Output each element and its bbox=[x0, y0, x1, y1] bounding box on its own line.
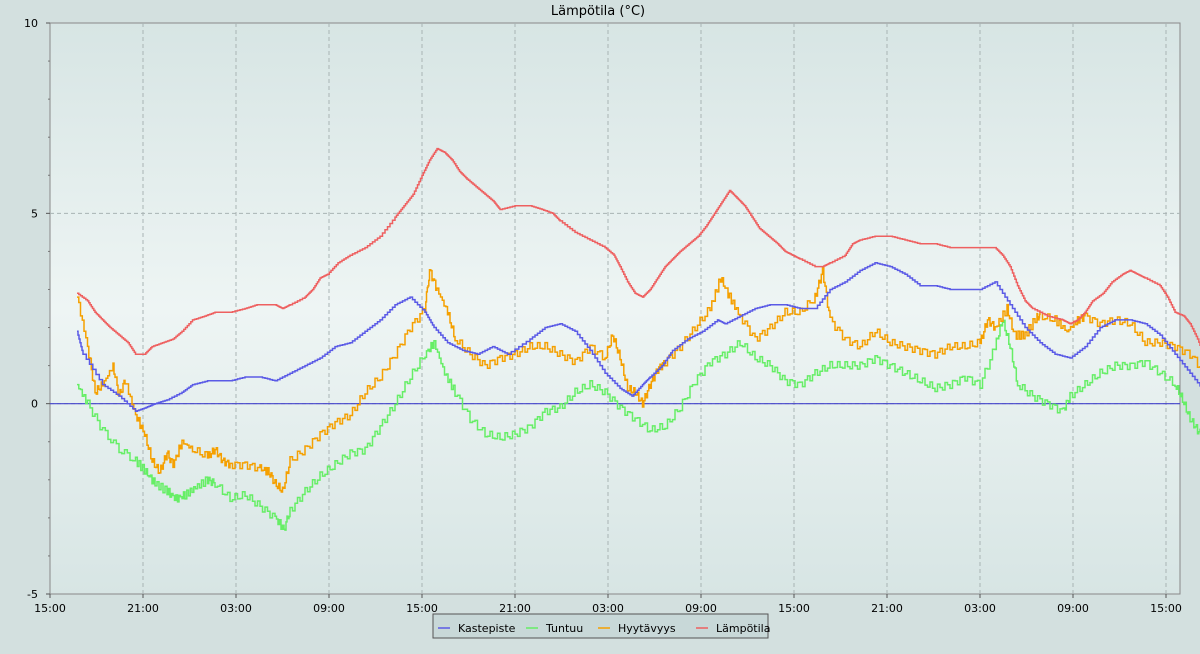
legend-label: Kastepiste bbox=[458, 622, 516, 635]
x-tick-label: 15:00 bbox=[406, 602, 438, 615]
y-tick-label: 10 bbox=[24, 17, 38, 30]
x-tick-label: 09:00 bbox=[685, 602, 717, 615]
y-tick-label: 0 bbox=[31, 398, 38, 411]
x-tick-label: 21:00 bbox=[871, 602, 903, 615]
x-tick-label: 03:00 bbox=[220, 602, 252, 615]
legend-box bbox=[432, 613, 769, 639]
grid-lines bbox=[50, 23, 1180, 594]
x-tick-label: 03:00 bbox=[592, 602, 624, 615]
x-tick-label: 15:00 bbox=[1150, 602, 1182, 615]
x-tick-label: 09:00 bbox=[313, 602, 345, 615]
x-tick-label: 21:00 bbox=[499, 602, 531, 615]
x-tick-label: 21:00 bbox=[127, 602, 159, 615]
plot-area bbox=[49, 22, 1181, 595]
series-line-0 bbox=[77, 262, 1200, 413]
x-tick-label: 09:00 bbox=[1057, 602, 1089, 615]
series-line-3 bbox=[77, 147, 1200, 355]
y-tick-label: 5 bbox=[31, 207, 38, 220]
x-tick-label: 03:00 bbox=[964, 602, 996, 615]
x-tick-label: 15:00 bbox=[778, 602, 810, 615]
legend-label: Lämpötila bbox=[716, 622, 770, 635]
x-axis: 15:00 21:00 03:00 09:00 15:00 21:00 03:00 09:00… bbox=[34, 594, 1182, 615]
series-line-1 bbox=[77, 319, 1200, 531]
series-lines bbox=[77, 147, 1200, 531]
y-tick-label: -5 bbox=[27, 588, 38, 601]
series-line-2 bbox=[77, 266, 1200, 493]
chart-title: Lämpötila (°C) bbox=[551, 4, 645, 19]
x-tick-label: 15:00 bbox=[34, 602, 66, 615]
legend-label: Tuntuu bbox=[545, 622, 583, 635]
legend-label: Hyytävyys bbox=[618, 622, 676, 635]
y-axis: -5 0 5 10 bbox=[24, 17, 50, 601]
legend: Kastepiste Tuntuu Hyytävyys Lämpötila bbox=[432, 613, 770, 639]
